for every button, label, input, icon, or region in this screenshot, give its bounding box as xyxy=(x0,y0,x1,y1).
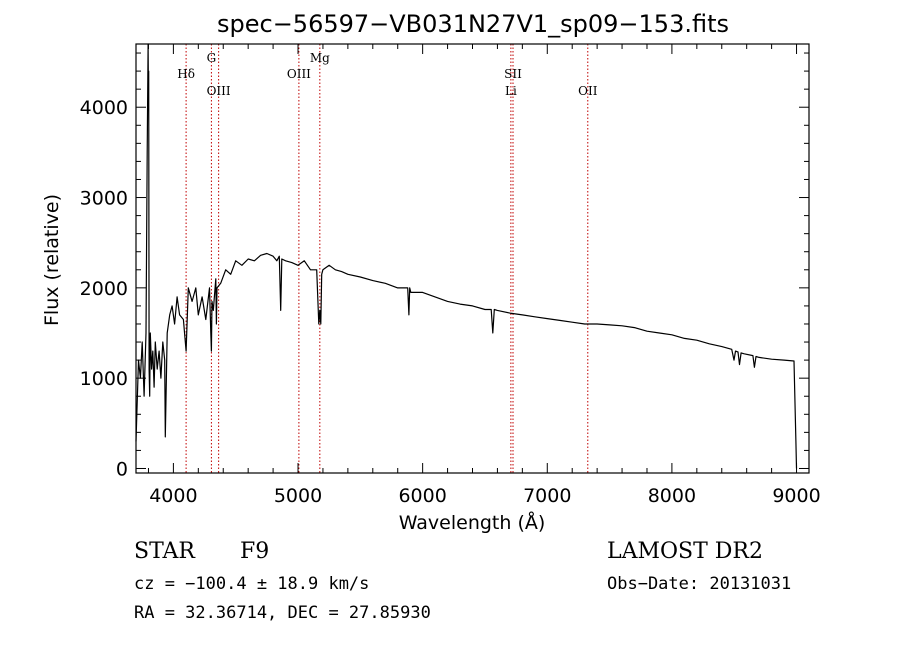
x-tick-label-5000: 5000 xyxy=(274,485,322,507)
spectral-line-label-4: Mg xyxy=(310,51,330,65)
spectral-line-label-5: Li xyxy=(505,84,517,98)
observation-date: Obs−Date: 20131031 xyxy=(607,574,792,594)
spectral-line-label-7: SII xyxy=(504,67,522,81)
x-tick-label-4000: 4000 xyxy=(149,485,197,507)
spectral-line-label-6: OII xyxy=(578,84,598,98)
spectral-line-markers: Hδ G OIII OIII Mg Li OII SII xyxy=(177,44,598,473)
spectral-line-label-3: OIII xyxy=(287,67,311,81)
y-tick-label-3000: 3000 xyxy=(80,188,128,210)
y-tick-label-2000: 2000 xyxy=(80,278,128,300)
x-tick-label-7000: 7000 xyxy=(523,485,571,507)
spectrum-line xyxy=(135,43,798,469)
plot-frame xyxy=(135,43,810,474)
x-tick-label-6000: 6000 xyxy=(398,485,446,507)
x-axis-ticks: 4000 5000 6000 7000 8000 9000 xyxy=(147,44,821,507)
object-class: STAR xyxy=(134,539,195,564)
redshift-cz: cz = −100.4 ± 18.9 km/s xyxy=(134,574,370,594)
spectral-line-label-2: OIII xyxy=(207,84,231,98)
y-tick-label-0: 0 xyxy=(116,458,128,480)
y-tick-label-4000: 4000 xyxy=(80,97,128,119)
x-tick-label-8000: 8000 xyxy=(648,485,696,507)
y-tick-label-1000: 1000 xyxy=(80,368,128,390)
y-axis-ticks: 0 1000 2000 3000 4000 xyxy=(80,52,809,480)
ra-dec: RA = 32.36714, DEC = 27.85930 xyxy=(134,603,431,623)
spectral-line-label-1: G xyxy=(207,51,217,65)
x-axis-label: Wavelength (Å) xyxy=(399,511,546,534)
spectral-line-label-0: Hδ xyxy=(177,67,195,81)
survey-name: LAMOST DR2 xyxy=(607,539,763,564)
y-axis-label: Flux (relative) xyxy=(41,194,63,326)
object-subclass: F9 xyxy=(240,539,270,564)
x-tick-label-9000: 9000 xyxy=(772,485,820,507)
chart-title: spec−56597−VB031N27V1_sp09−153.fits xyxy=(217,10,729,38)
